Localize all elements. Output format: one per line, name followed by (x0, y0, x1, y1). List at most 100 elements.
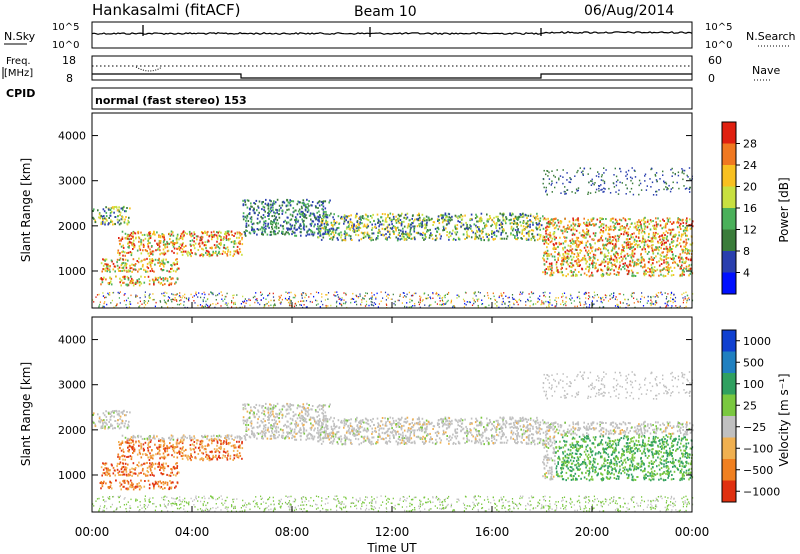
power-cell (670, 241, 673, 244)
power-cell (325, 219, 327, 222)
power-cell (647, 245, 649, 248)
power-cell (681, 251, 684, 254)
power-cell (246, 214, 248, 217)
power-cell (560, 264, 563, 267)
power-cell (615, 296, 617, 298)
power-cell (627, 304, 629, 307)
power-cell (615, 265, 617, 268)
power-cell (371, 226, 374, 229)
power-cell (538, 222, 540, 225)
power-cell (349, 228, 351, 231)
power-cell (672, 256, 674, 259)
power-cell (191, 239, 194, 242)
power-cell (425, 215, 428, 218)
power-cell (188, 299, 190, 302)
power-cell (661, 227, 663, 230)
power-cell (164, 301, 166, 303)
power-cell (632, 236, 634, 239)
power-cell (448, 213, 451, 216)
power-cell (572, 226, 575, 229)
power-cell (549, 274, 552, 277)
power-cell (202, 300, 204, 303)
power-cell (278, 295, 280, 298)
power-cell (197, 235, 199, 238)
power-cell (457, 220, 459, 223)
power-cell (553, 174, 555, 177)
power-cell (112, 292, 114, 294)
power-cell (622, 302, 624, 304)
power-cell (616, 271, 619, 274)
power-cell (170, 299, 172, 301)
power-cell (347, 221, 349, 224)
velocity-cell (151, 482, 154, 485)
power-cell (322, 205, 325, 208)
power-cell (629, 241, 631, 244)
power-cell (569, 270, 572, 273)
power-cell (129, 270, 131, 273)
power-cell (324, 230, 327, 232)
power-cell (367, 225, 369, 227)
power-cell (501, 301, 503, 303)
power-cell (215, 250, 217, 253)
power-cell (579, 259, 582, 262)
power-cell (107, 263, 109, 266)
power-cell (173, 251, 175, 254)
power-cell (227, 238, 230, 240)
power-cell (317, 223, 319, 226)
power-cell (672, 298, 674, 301)
power-cell (477, 237, 480, 240)
power-cell (633, 265, 635, 268)
power-cell (613, 236, 615, 239)
power-cell (504, 220, 507, 223)
velocity-cell (161, 473, 164, 476)
power-cell (647, 236, 650, 239)
power-cell (162, 261, 165, 264)
power-cell (686, 226, 688, 229)
power-cell (539, 220, 541, 222)
power-cell (528, 230, 531, 233)
power-cell (477, 220, 479, 223)
power-cell (549, 292, 551, 294)
power-cell (150, 235, 152, 238)
power-cell (332, 235, 335, 238)
power-cell (126, 222, 129, 225)
power-cell (345, 215, 347, 218)
power-cell (591, 246, 594, 249)
power-cell (547, 239, 550, 242)
power-cell (385, 220, 388, 223)
power-cell (197, 304, 199, 307)
power-cell (398, 221, 401, 224)
velocity-cell (132, 472, 135, 475)
power-cell (593, 261, 595, 264)
power-cell (211, 246, 213, 249)
power-cell (554, 299, 556, 301)
power-cell (159, 249, 161, 252)
power-cell (277, 222, 279, 225)
power-cell (603, 261, 606, 264)
power-cell (447, 299, 449, 302)
power-cell (430, 218, 432, 221)
power-cell (683, 169, 686, 172)
power-cell (329, 199, 331, 202)
power-cell (380, 233, 383, 236)
power-cell (360, 219, 362, 221)
power-cell (157, 244, 159, 246)
velocity-cell (150, 469, 152, 472)
power-cell (519, 221, 522, 224)
power-cell (649, 240, 652, 243)
velocity-cell (175, 485, 177, 488)
power-cell (442, 303, 444, 305)
power-cell (652, 194, 655, 196)
power-cell (172, 231, 174, 234)
power-cell (130, 235, 133, 238)
power-cell (540, 303, 542, 306)
power-cell (656, 302, 658, 304)
nave-tick-low: 0 (708, 72, 715, 85)
power-cell (257, 228, 260, 231)
freq-trace (92, 73, 692, 79)
power-cell (146, 302, 149, 304)
power-cell (213, 230, 215, 233)
power-cell (669, 246, 671, 249)
power-cell (129, 281, 131, 284)
power-cell (432, 221, 435, 224)
